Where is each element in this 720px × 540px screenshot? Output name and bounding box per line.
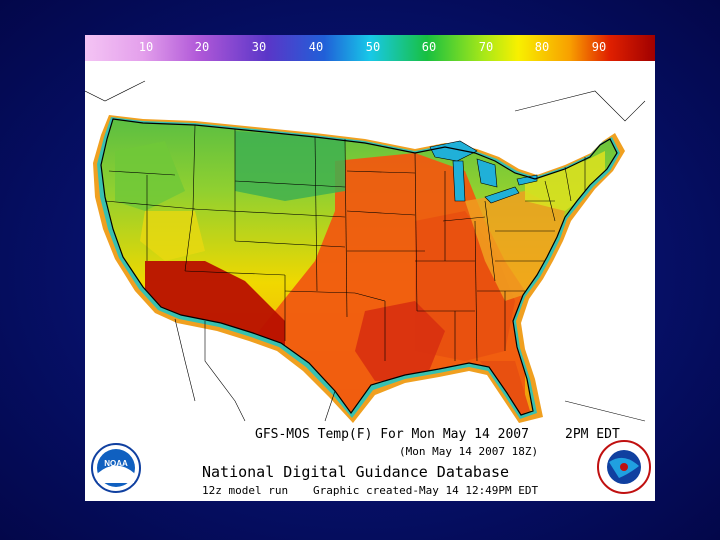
state-borders bbox=[104, 124, 586, 362]
colorbar-tick-50: 50 bbox=[365, 40, 381, 54]
colorbar-tick-80: 80 bbox=[534, 40, 550, 54]
noaa-logo: NOAA bbox=[91, 443, 141, 493]
database-name: National Digital Guidance Database bbox=[202, 463, 510, 481]
lake-erie bbox=[484, 186, 520, 204]
colorbar-tick-10: 10 bbox=[138, 40, 154, 54]
neighbor-borders bbox=[85, 80, 646, 422]
colorbar-tick-20: 20 bbox=[194, 40, 210, 54]
colorbar-tick-60: 60 bbox=[421, 40, 437, 54]
valid-time: 2PM EDT bbox=[565, 427, 620, 442]
nws-logo bbox=[597, 440, 651, 494]
model-run: 12z model run bbox=[202, 484, 289, 497]
colorbar-tick-90: 90 bbox=[591, 40, 607, 54]
utc-time: (Mon May 14 2007 18Z) bbox=[399, 445, 539, 458]
us-outline bbox=[100, 118, 618, 416]
lake-huron bbox=[476, 158, 498, 188]
colorbar-tick-70: 70 bbox=[478, 40, 494, 54]
colorbar-gradient bbox=[85, 35, 655, 61]
graphic-created: Graphic created-May 14 12:49PM EDT bbox=[313, 484, 539, 497]
map-title: GFS-MOS Temp(F) For Mon May 14 2007 bbox=[255, 427, 529, 442]
svg-text:NOAA: NOAA bbox=[104, 459, 128, 468]
colorbar-tick-30: 30 bbox=[251, 40, 267, 54]
temperature-colorbar: 10 20 30 40 50 60 70 80 90 bbox=[85, 35, 655, 61]
temperature-map: 10 20 30 40 50 60 70 80 90 bbox=[85, 35, 655, 501]
colorbar-tick-40: 40 bbox=[308, 40, 324, 54]
lake-michigan bbox=[452, 160, 466, 202]
us-temperature-map bbox=[85, 80, 646, 423]
lake-superior bbox=[429, 140, 478, 162]
